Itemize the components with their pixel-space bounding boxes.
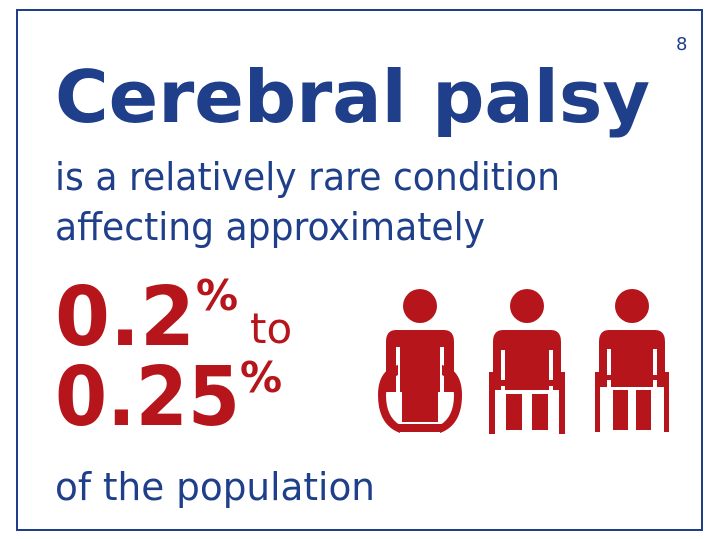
subtitle-line: affecting approximately [55, 205, 485, 249]
figure-wheelchair [378, 289, 462, 433]
title: Cerebral palsy [55, 55, 650, 139]
figure-wheelchair [489, 289, 565, 434]
frame [16, 9, 703, 531]
footnote: 8 [676, 34, 687, 55]
stat-high: 0.25 [55, 350, 240, 445]
stat-connector: to [250, 304, 292, 353]
stat-low: 0.2 [55, 270, 195, 365]
footer: of the population [55, 465, 375, 509]
stat-unit: % [240, 353, 282, 402]
subtitle-line: is a relatively rare condition [55, 155, 560, 199]
stat-unit: % [196, 271, 238, 320]
figure-walker [595, 289, 669, 432]
